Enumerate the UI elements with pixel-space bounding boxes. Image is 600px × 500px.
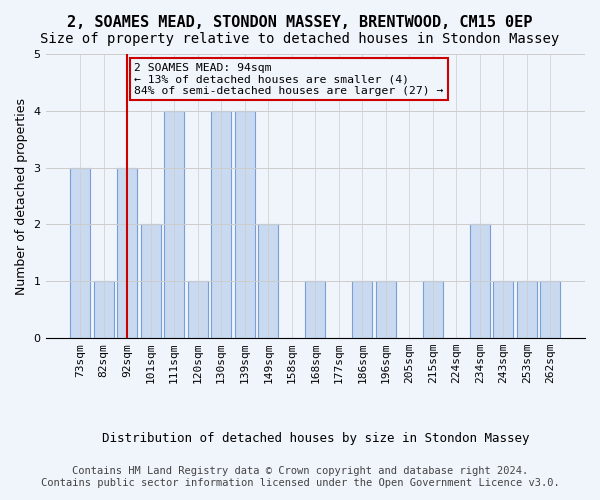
Bar — [352, 281, 373, 338]
Bar — [541, 281, 560, 338]
Bar — [258, 224, 278, 338]
Bar — [305, 281, 325, 338]
X-axis label: Distribution of detached houses by size in Stondon Massey: Distribution of detached houses by size … — [101, 432, 529, 445]
Bar — [517, 281, 537, 338]
Bar — [117, 168, 137, 338]
Bar — [70, 168, 90, 338]
Text: Contains HM Land Registry data © Crown copyright and database right 2024.
Contai: Contains HM Land Registry data © Crown c… — [41, 466, 559, 487]
Text: Size of property relative to detached houses in Stondon Massey: Size of property relative to detached ho… — [40, 32, 560, 46]
Text: 2, SOAMES MEAD, STONDON MASSEY, BRENTWOOD, CM15 0EP: 2, SOAMES MEAD, STONDON MASSEY, BRENTWOO… — [67, 15, 533, 30]
Bar — [94, 281, 113, 338]
Bar — [235, 111, 255, 338]
Bar — [188, 281, 208, 338]
Y-axis label: Number of detached properties: Number of detached properties — [15, 98, 28, 294]
Bar — [211, 111, 231, 338]
Bar — [140, 224, 161, 338]
Bar — [376, 281, 396, 338]
Bar — [164, 111, 184, 338]
Bar — [493, 281, 514, 338]
Bar — [470, 224, 490, 338]
Bar — [423, 281, 443, 338]
Text: 2 SOAMES MEAD: 94sqm
← 13% of detached houses are smaller (4)
84% of semi-detach: 2 SOAMES MEAD: 94sqm ← 13% of detached h… — [134, 62, 443, 96]
